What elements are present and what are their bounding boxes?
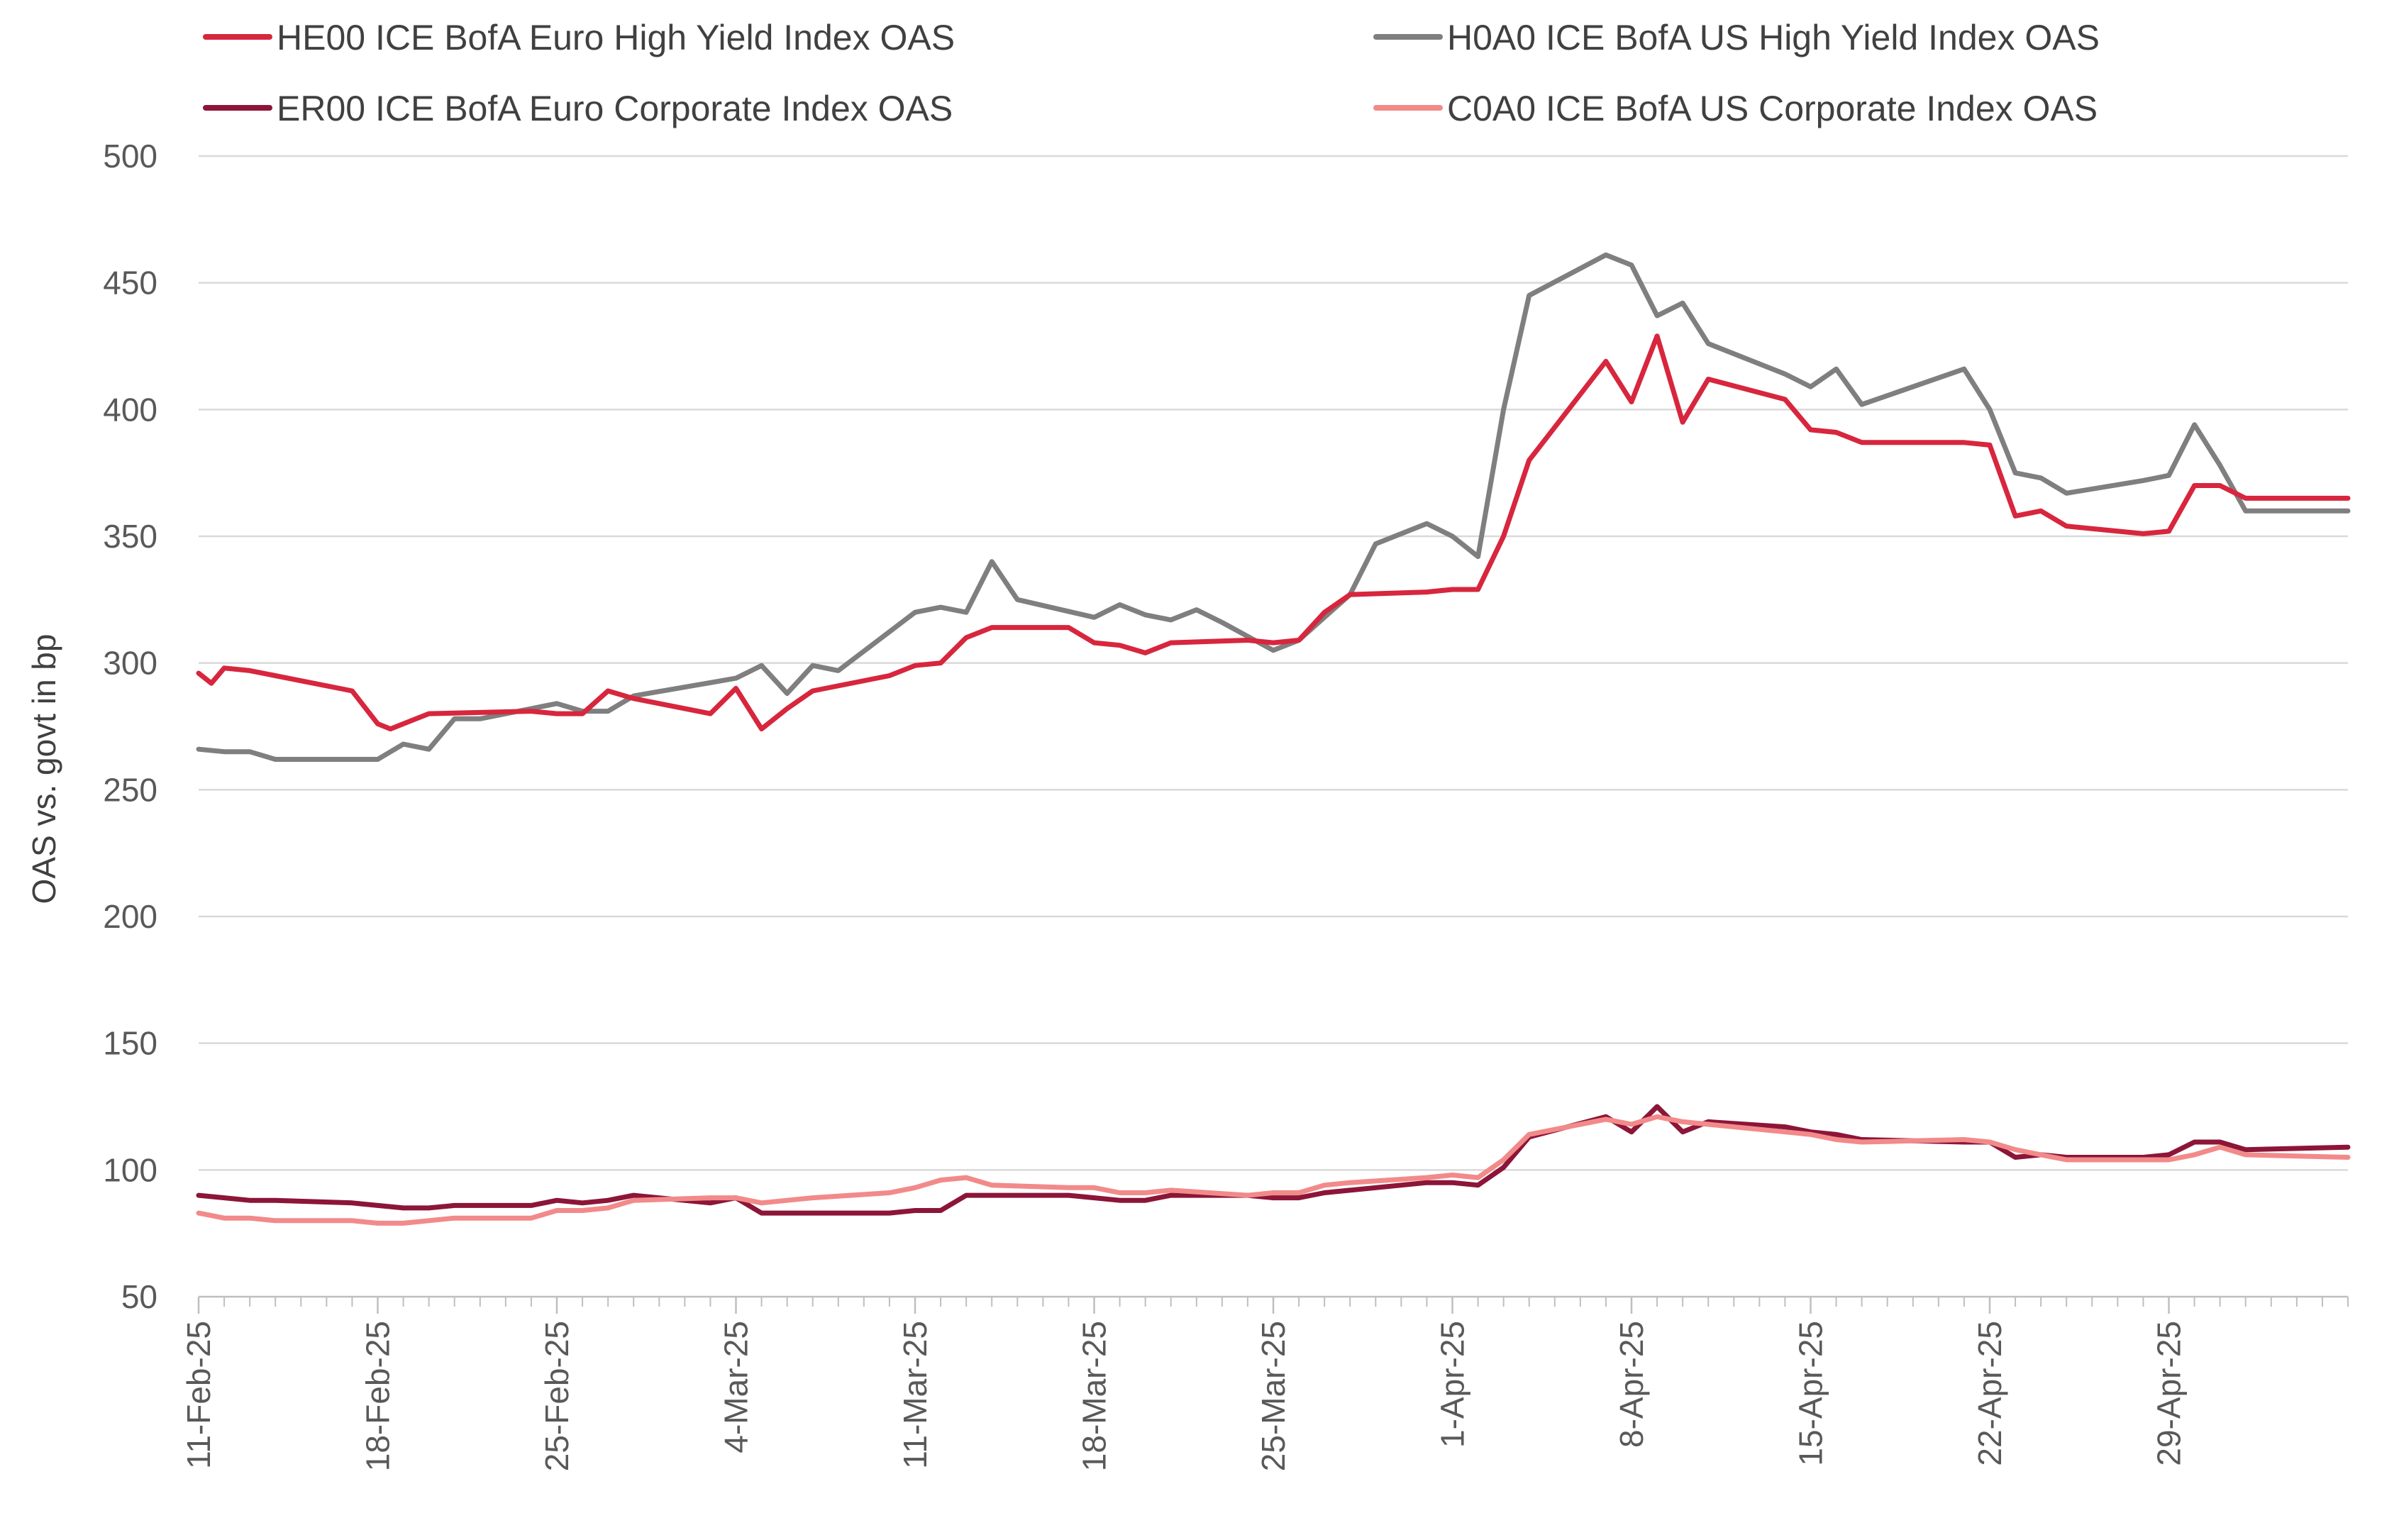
series-lines bbox=[196, 252, 2351, 1226]
legend-label: HE00 ICE BofA Euro High Yield Index OAS bbox=[277, 18, 955, 57]
x-tick-label: 25-Mar-25 bbox=[1255, 1321, 1292, 1471]
x-tick-label: 15-Apr-25 bbox=[1793, 1321, 1829, 1466]
legend-label: C0A0 ICE BofA US Corporate Index OAS bbox=[1447, 89, 2098, 128]
legend-label: H0A0 ICE BofA US High Yield Index OAS bbox=[1447, 18, 2100, 57]
series-line-0 bbox=[196, 333, 2351, 732]
y-tick-label: 500 bbox=[103, 138, 157, 175]
x-tick-label: 4-Mar-25 bbox=[718, 1321, 755, 1453]
series-line-1 bbox=[196, 252, 2351, 762]
y-tick-label: 200 bbox=[103, 898, 157, 935]
x-tick-label: 11-Mar-25 bbox=[897, 1321, 934, 1469]
y-tick-label: 350 bbox=[103, 518, 157, 555]
y-tick-label: 400 bbox=[103, 391, 157, 428]
x-tick-label: 8-Apr-25 bbox=[1613, 1321, 1650, 1448]
x-tick-label: 29-Apr-25 bbox=[2151, 1321, 2188, 1466]
x-tick-label: 18-Mar-25 bbox=[1076, 1321, 1113, 1471]
series-line-3 bbox=[196, 1114, 2351, 1226]
x-tick-label: 11-Feb-25 bbox=[180, 1321, 217, 1469]
legend-label: ER00 ICE BofA Euro Corporate Index OAS bbox=[277, 89, 953, 128]
y-tick-label: 450 bbox=[103, 265, 157, 301]
x-axis: 11-Feb-25 18-Feb-25 25-Feb-25 4-Mar-25 11-Ma… bbox=[180, 1295, 2349, 1471]
series-line-2 bbox=[196, 1104, 2351, 1216]
legend: HE00 ICE BofA Euro High Yield Index OAS H… bbox=[203, 18, 2100, 128]
x-tick-label: 25-Feb-25 bbox=[538, 1321, 575, 1471]
y-tick-label: 100 bbox=[103, 1151, 157, 1188]
x-tick-label: 22-Apr-25 bbox=[1971, 1321, 2008, 1466]
y-tick-label: 250 bbox=[103, 771, 157, 808]
y-tick-label: 150 bbox=[103, 1025, 157, 1062]
y-tick-label: 300 bbox=[103, 645, 157, 682]
gridlines: 50 100 150 200 250 300 350 400 450 500 bbox=[103, 138, 2348, 1315]
y-axis-title: OAS vs. govt in bp bbox=[26, 634, 62, 904]
x-tick-label: 18-Feb-25 bbox=[360, 1321, 397, 1471]
y-tick-label: 50 bbox=[121, 1278, 157, 1315]
x-tick-label: 1-Apr-25 bbox=[1434, 1321, 1471, 1448]
